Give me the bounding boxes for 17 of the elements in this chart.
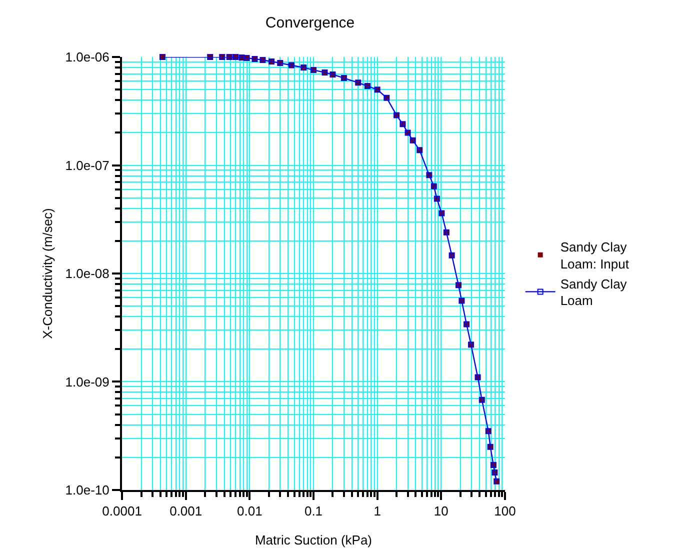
y-tick-label: 1.0e-06 [65, 50, 110, 65]
legend-label: Sandy Clay Loam [560, 276, 628, 308]
y-tick-label: 1.0e-07 [65, 158, 110, 173]
x-tick-label: 1 [374, 504, 381, 519]
x-axis-title: Matric Suction (kPa) [254, 532, 372, 548]
x-tick-label: 0.01 [237, 504, 262, 519]
chart-title: Convergence [265, 14, 355, 32]
y-tick-label: 1.0e-08 [65, 266, 110, 282]
x-tick-label: 0.001 [170, 504, 202, 519]
y-tick-label: 1.0e-09 [65, 374, 110, 390]
x-tick-label: 0.1 [304, 504, 323, 519]
x-tick-label: 100 [494, 504, 516, 519]
x-tick-label: 0.0001 [102, 504, 142, 519]
y-tick-label: 1.0e-10 [65, 482, 110, 498]
legend-label: Sandy Clay Loam: Input [560, 240, 630, 272]
y-axis-title: X-Conductivity (m/sec) [40, 208, 55, 339]
x-tick-label: 10 [434, 504, 448, 519]
